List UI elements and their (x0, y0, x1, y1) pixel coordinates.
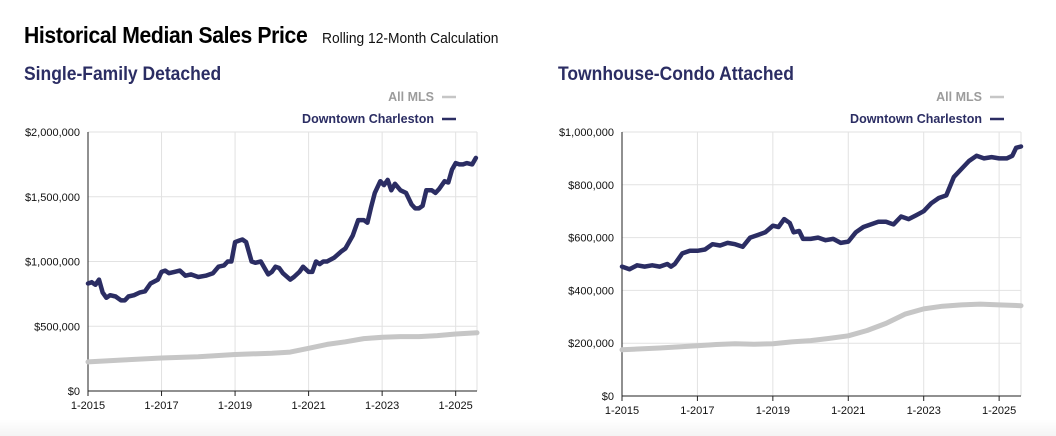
x-tick-label: 1-2021 (291, 400, 325, 412)
x-tick-label: 1-2025 (982, 405, 1016, 417)
chart-title-townhouse-condo: Townhouse-Condo Attached (558, 64, 794, 85)
legend-label: All MLS (936, 90, 982, 104)
legend-label: Downtown Charleston (850, 112, 982, 126)
y-tick-label: $0 (68, 386, 80, 398)
x-tick-label: 1-2015 (71, 400, 105, 412)
x-tick-label: 1-2021 (831, 405, 865, 417)
y-tick-label: $400,000 (568, 285, 614, 297)
y-tick-label: $1,000,000 (559, 127, 614, 139)
y-tick-label: $800,000 (568, 180, 614, 192)
x-tick-label: 1-2015 (605, 405, 639, 417)
page-title: Historical Median Sales Price (24, 22, 308, 48)
x-tick-label: 1-2017 (680, 405, 714, 417)
y-tick-label: $0 (602, 391, 614, 403)
page-subtitle: Rolling 12-Month Calculation (322, 30, 499, 47)
y-tick-label: $200,000 (568, 338, 614, 350)
series-line-all-mls (85, 330, 480, 365)
x-tick-label: 1-2023 (365, 400, 399, 412)
y-tick-label: $1,000,000 (25, 257, 80, 269)
bottom-fade (0, 420, 1056, 436)
chart-title-single-family: Single-Family Detached (24, 64, 222, 85)
x-tick-label: 1-2023 (907, 405, 941, 417)
series-line-all-mls (619, 301, 1024, 353)
x-tick-label: 1-2017 (144, 400, 178, 412)
series-line-downtown-charleston (619, 144, 1024, 272)
y-tick-label: $600,000 (568, 233, 614, 245)
x-tick-label: 1-2025 (439, 400, 473, 412)
legend-label: All MLS (388, 90, 434, 104)
legend-label: Downtown Charleston (302, 112, 434, 126)
x-tick-label: 1-2019 (756, 405, 790, 417)
y-tick-label: $500,000 (34, 321, 80, 333)
y-tick-label: $2,000,000 (25, 127, 80, 139)
x-tick-label: 1-2019 (218, 400, 252, 412)
y-tick-label: $1,500,000 (25, 192, 80, 204)
report-header: Historical Median Sales Price Rolling 12… (24, 22, 514, 49)
series-line-downtown-charleston (85, 155, 479, 303)
